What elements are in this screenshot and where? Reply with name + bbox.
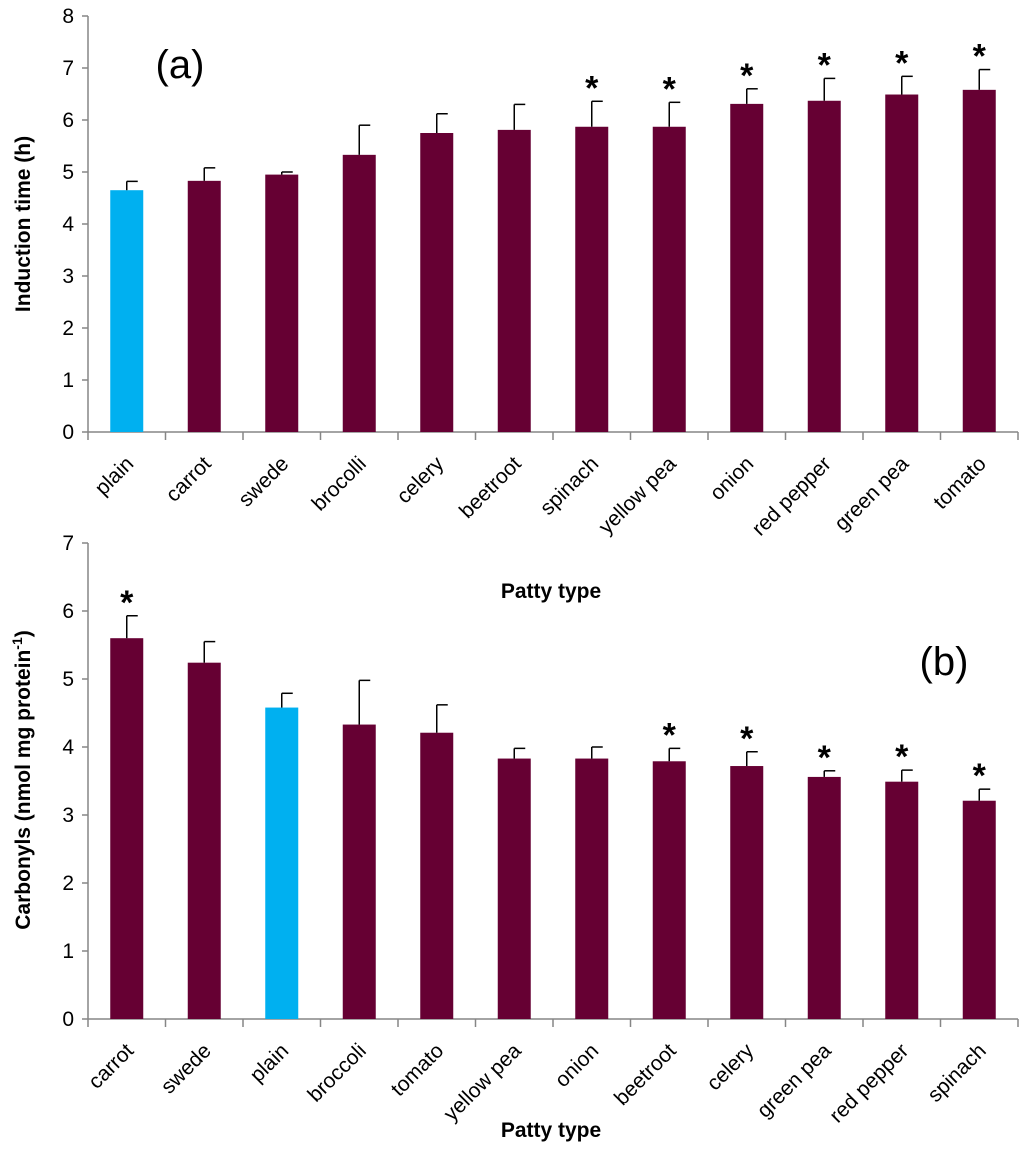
significance-marker: * <box>895 738 909 776</box>
x-category-label: red pepper <box>825 1039 913 1127</box>
significance-marker: * <box>120 584 134 622</box>
y-tick-label: 3 <box>62 265 74 288</box>
bar-red-pepper <box>885 781 919 1019</box>
x-category-label: beetroot <box>455 452 526 523</box>
x-category-label: tomato <box>387 1039 449 1101</box>
x-category-label: tomato <box>929 452 991 514</box>
bar-swede <box>187 662 221 1019</box>
y-axis-title: Induction time (h) <box>12 136 35 312</box>
bar-spinach <box>575 126 609 432</box>
bar-celery <box>420 133 454 432</box>
x-category-label: onion <box>706 452 759 505</box>
y-axis-title: Carbonyls (nmol mg protein-1) <box>9 630 35 929</box>
bar-yellow-pea <box>652 126 686 432</box>
significance-marker: * <box>740 57 754 95</box>
y-tick-label: 6 <box>62 600 74 623</box>
bar-broccoli <box>342 724 376 1019</box>
panel-label: (b) <box>920 640 969 684</box>
y-tick-label: 5 <box>62 668 74 691</box>
significance-marker: * <box>973 38 987 76</box>
y-axis-title-text: Induction time (h) <box>12 136 35 312</box>
significance-marker: * <box>818 739 832 777</box>
y-tick-label: 5 <box>62 161 74 184</box>
chart-panel-a: 0 1 2 3 4 5 6 7 8 plain carrot swede brocolli celery b… <box>12 5 1019 603</box>
bar-brocolli <box>342 154 376 432</box>
x-category-label: green pea <box>753 1039 836 1122</box>
bar-beetroot <box>652 761 686 1019</box>
bar-yellow-pea <box>497 758 531 1019</box>
x-category-label: brocolli <box>307 452 370 515</box>
significance-marker: * <box>740 720 754 758</box>
y-tick-label: 7 <box>62 57 74 80</box>
x-category-label: green pea <box>830 452 913 535</box>
bar-plain <box>110 190 144 432</box>
bar-tomato <box>420 732 454 1019</box>
x-category-label: plain <box>91 452 139 500</box>
bar-carrot <box>110 638 144 1019</box>
x-axis-title: Patty type <box>501 580 601 603</box>
x-category-label: spinach <box>536 452 603 519</box>
y-tick-label: 1 <box>62 940 74 963</box>
x-axis-title: Patty type <box>501 1119 601 1142</box>
y-axis-title-close: ) <box>12 630 35 637</box>
x-category-label: carrot <box>162 452 216 506</box>
chart-panel-b: 0 1 2 3 4 5 6 7 * carrot swede plain broccoli tomatoy… <box>9 532 1019 1142</box>
x-category-label: celery <box>702 1039 758 1095</box>
significance-marker: * <box>973 757 987 795</box>
x-category-label: swede <box>157 1039 216 1098</box>
significance-marker: * <box>818 46 832 84</box>
bar-celery <box>730 766 764 1019</box>
x-category-label: onion <box>551 1039 604 1092</box>
bar-red-pepper <box>807 100 841 432</box>
x-category-label: plain <box>246 1039 294 1087</box>
x-category-label: yellow pea <box>594 452 681 539</box>
bar-tomato <box>962 89 996 432</box>
x-category-label: beetroot <box>610 1039 681 1110</box>
bar-onion <box>575 758 609 1019</box>
y-axis-title-text: Carbonyls (nmol mg protein <box>12 650 35 930</box>
bar-onion <box>730 103 764 432</box>
y-tick-label: 2 <box>62 317 74 340</box>
x-category-label: broccoli <box>303 1039 370 1106</box>
y-tick-label: 0 <box>62 1008 74 1031</box>
significance-marker: * <box>895 44 909 82</box>
x-category-label: swede <box>234 452 293 511</box>
bar-green-pea <box>807 776 841 1019</box>
x-category-label: yellow pea <box>439 1039 526 1126</box>
y-tick-label: 2 <box>62 872 74 895</box>
y-axis-title-superscript: -1 <box>9 637 25 650</box>
bar-swede <box>265 174 299 432</box>
x-category-label: red pepper <box>748 452 836 540</box>
y-tick-label: 3 <box>62 804 74 827</box>
panel-label: (a) <box>156 43 205 87</box>
x-category-label: celery <box>392 452 448 508</box>
x-category-label: carrot <box>84 1039 138 1093</box>
y-tick-label: 0 <box>62 421 74 444</box>
significance-marker: * <box>663 716 677 754</box>
y-tick-label: 1 <box>62 369 74 392</box>
significance-marker: * <box>585 69 599 107</box>
bar-beetroot <box>497 129 531 432</box>
y-tick-label: 4 <box>62 736 74 759</box>
y-tick-label: 7 <box>62 532 74 555</box>
bar-green-pea <box>885 94 919 433</box>
significance-marker: * <box>663 70 677 108</box>
bar-carrot <box>187 180 221 432</box>
y-tick-label: 6 <box>62 109 74 132</box>
y-tick-label: 4 <box>62 213 74 236</box>
x-category-label: spinach <box>923 1039 990 1106</box>
bar-plain <box>265 707 299 1019</box>
y-tick-label: 8 <box>62 5 74 28</box>
bar-spinach <box>962 800 996 1019</box>
